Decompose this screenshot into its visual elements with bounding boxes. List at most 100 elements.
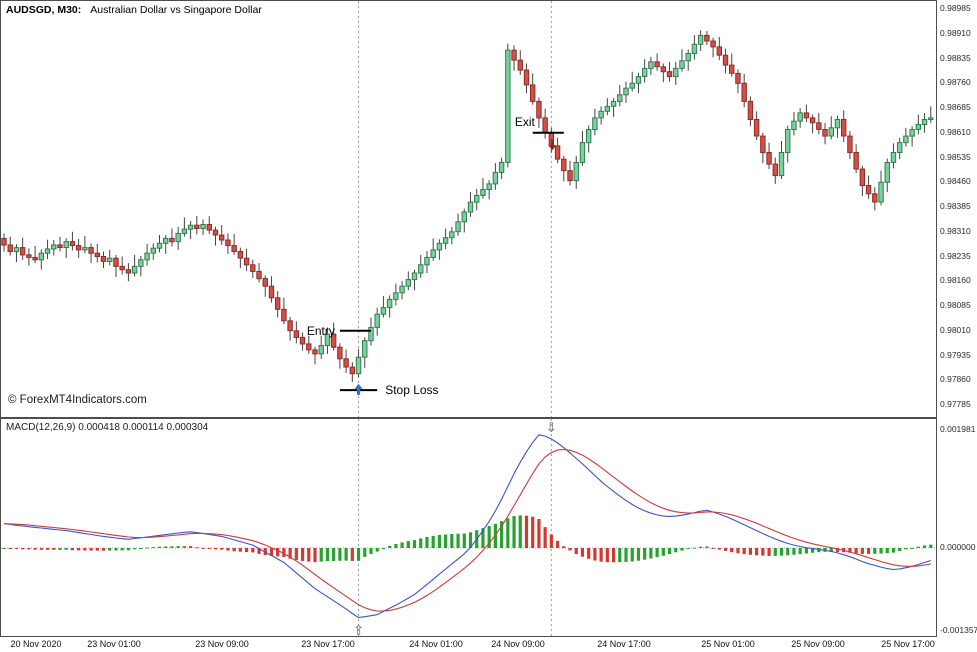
stop-loss-label: Stop Loss (385, 383, 438, 397)
macd-hist-bar-up (126, 548, 130, 551)
macd-indicator-panel[interactable]: ⇧ ⇩ MACD(12,26,9) 0.000418 0.000114 0.000… (0, 418, 937, 637)
candle-up (928, 117, 934, 121)
time-axis-label: 24 Nov 09:00 (491, 639, 545, 649)
macd-hist-bar-up (922, 545, 927, 548)
price-axis-label: 0.97860 (940, 374, 971, 385)
candle-down (859, 168, 866, 187)
macd-hist-bar-down (580, 548, 585, 557)
macd-hist-bar-up (114, 548, 118, 551)
macd-hist-bar-down (723, 548, 728, 551)
macd-hist-bar-down (574, 548, 578, 554)
candle-up (915, 124, 922, 130)
buy-arrow-icon (354, 383, 363, 395)
macd-hist-bar-up (450, 534, 454, 548)
candle-up (492, 171, 499, 185)
macd-hist-bar-down (736, 548, 740, 554)
time-axis[interactable]: 20 Nov 2020 23 Nov 01:00 23 Nov 09:00 23 No… (0, 638, 937, 652)
candle-down (299, 336, 306, 345)
exit-label: Exit (515, 115, 536, 129)
macd-hist-bar-up (804, 548, 808, 554)
macd-hist-bar-down (761, 548, 765, 556)
macd-hist-bar-down (350, 548, 354, 561)
candle-up (418, 264, 424, 274)
macd-axis-label: 0.000000 (940, 542, 976, 552)
macd-hist-bar-down (531, 516, 535, 548)
candle-down (554, 145, 561, 160)
candle-down (32, 257, 38, 261)
candle-down (853, 152, 859, 170)
macd-hist-bar-down (21, 548, 25, 550)
candle-up (573, 162, 579, 182)
macd-hist-bar-up (369, 548, 373, 554)
candle-up (324, 333, 331, 347)
macd-hist-bar-up (356, 548, 361, 561)
time-axis-label: 23 Nov 09:00 (195, 639, 249, 649)
candle-up (834, 119, 841, 129)
price-axis-label: 0.98160 (940, 275, 971, 286)
macd-hist-bar-up (157, 546, 162, 548)
price-axis-label: 0.98085 (940, 300, 971, 310)
candle-up (393, 292, 399, 300)
price-axis-label: 0.98760 (940, 77, 971, 88)
candle-down (212, 229, 219, 236)
macd-hist-bar-up (829, 548, 833, 552)
candle-down (530, 84, 536, 102)
macd-hist-bar-up (412, 540, 417, 548)
candle-down (654, 61, 660, 68)
candle-down (237, 251, 244, 259)
macd-hist-bar-down (294, 548, 298, 560)
candle-up (785, 129, 791, 154)
macd-hist-bar-down (711, 548, 715, 549)
macd-hist-bar-down (288, 548, 292, 559)
macd-hist-bar-down (83, 548, 87, 551)
macd-hist-bar-up (680, 548, 684, 551)
candle-up (411, 272, 418, 281)
macd-hist-bar-up (811, 548, 815, 553)
candle-up (896, 142, 903, 154)
candle-down (337, 346, 343, 360)
macd-canvas[interactable]: ⇧⇩ (1, 419, 937, 636)
macd-hist-bar-up (375, 548, 379, 552)
candle-down (523, 69, 530, 86)
candle-down (803, 112, 810, 119)
macd-hist-bar-up (786, 548, 790, 556)
candle-down (816, 122, 822, 130)
price-chart-canvas[interactable]: Entry Stop Loss Exit (1, 1, 937, 417)
candle-up (828, 127, 834, 137)
macd-hist-bar-down (730, 548, 734, 553)
price-chart-panel[interactable]: Entry Stop Loss Exit AUDSGD, M30: Australia… (0, 0, 937, 418)
candle-up (424, 257, 430, 266)
candle-up (691, 43, 698, 54)
macd-hist-bar-up (873, 548, 877, 554)
macd-hist-bar-up (686, 548, 690, 550)
macd-hist-bar-up (879, 548, 883, 554)
macd-hist-bar-down (562, 546, 566, 548)
candle-down (666, 71, 673, 78)
macd-hist-bar-down (238, 548, 242, 552)
price-axis-label: 0.98610 (940, 126, 971, 137)
candle-up (648, 61, 654, 69)
macd-hist-bar-up (176, 546, 180, 548)
candle-down (330, 333, 337, 348)
candle-up (878, 181, 884, 203)
price-axis-label: 0.98460 (940, 176, 971, 187)
candle-up (82, 247, 88, 251)
time-axis-label: 25 Nov 09:00 (791, 639, 845, 649)
candle-up (362, 340, 368, 358)
macd-hist-bar-down (860, 548, 864, 554)
price-axis[interactable]: 0.98985 0.98910 0.98835 0.98760 0.98685 0.986… (938, 0, 977, 652)
candle-up (623, 87, 629, 96)
macd-line (3, 434, 931, 619)
candle-down (747, 100, 754, 121)
price-axis-label: 0.98985 (940, 3, 971, 13)
macd-hist-bar-up (661, 548, 665, 556)
candle-up (442, 237, 449, 244)
candle-up (629, 82, 635, 89)
macd-hist-bar-down (251, 548, 255, 553)
price-axis-label: 0.98385 (940, 201, 971, 211)
candle-up (598, 110, 604, 119)
candle-down (760, 135, 766, 154)
candle-down (75, 245, 82, 251)
macd-hist-bar-down (307, 548, 311, 562)
candle-up (156, 242, 163, 249)
